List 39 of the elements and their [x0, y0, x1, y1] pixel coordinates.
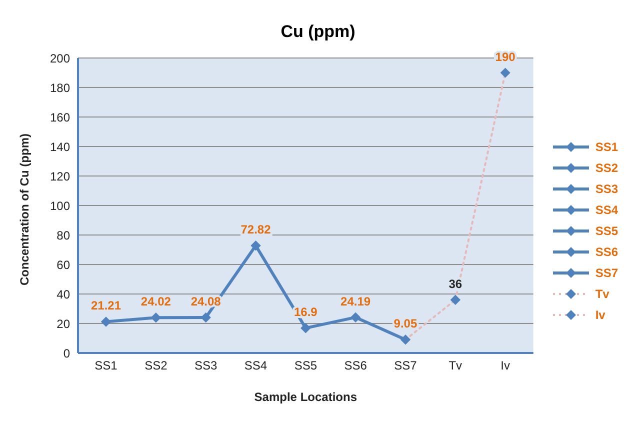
- data-label: 190: [495, 50, 516, 64]
- legend-label: Tv: [595, 286, 610, 300]
- x-tick-label: SS6: [344, 358, 368, 373]
- y-axis-title: Concentration of Cu (ppm): [17, 134, 32, 286]
- y-tick-label: 60: [56, 258, 70, 272]
- x-tick-label: SS4: [244, 358, 268, 373]
- data-label: 72.82: [240, 222, 272, 237]
- data-label: 9.05: [394, 316, 418, 331]
- legend-label: Iv: [595, 308, 606, 322]
- chart-title: Cu (ppm): [280, 21, 356, 43]
- legend-label: SS1: [595, 140, 618, 154]
- y-tick-label: 20: [56, 316, 70, 331]
- y-tick-label: 140: [50, 140, 70, 154]
- y-tick-label: 120: [50, 169, 70, 184]
- x-tick-label: SS2: [144, 358, 168, 373]
- x-tick-label: SS1: [94, 358, 118, 373]
- legend-label: SS5: [595, 224, 618, 238]
- legend-label: SS4: [595, 202, 618, 216]
- y-tick-label: 100: [50, 198, 70, 213]
- legend-label: SS7: [595, 266, 618, 280]
- x-tick-label: SS7: [394, 358, 418, 373]
- legend-label: SS3: [595, 182, 618, 196]
- x-tick-label: SS5: [294, 358, 318, 373]
- legend-label: SS6: [595, 244, 618, 258]
- data-label: 24.19: [340, 294, 371, 308]
- y-tick-label: 180: [50, 80, 70, 95]
- legend-label: SS2: [595, 160, 618, 174]
- y-tick-label: 200: [50, 51, 70, 66]
- data-label: 24.02: [140, 294, 172, 309]
- x-tick-label: Tv: [448, 358, 462, 373]
- data-label: 21.21: [90, 298, 122, 313]
- x-axis-title: Sample Locations: [254, 390, 358, 404]
- data-label: 36: [448, 276, 462, 291]
- y-tick-label: 160: [50, 110, 70, 124]
- x-tick-label: SS3: [194, 358, 218, 373]
- x-tick-label: Iv: [500, 358, 510, 373]
- y-tick-label: 40: [56, 287, 70, 302]
- y-tick-label: 0: [63, 346, 70, 360]
- y-tick-label: 80: [56, 228, 70, 242]
